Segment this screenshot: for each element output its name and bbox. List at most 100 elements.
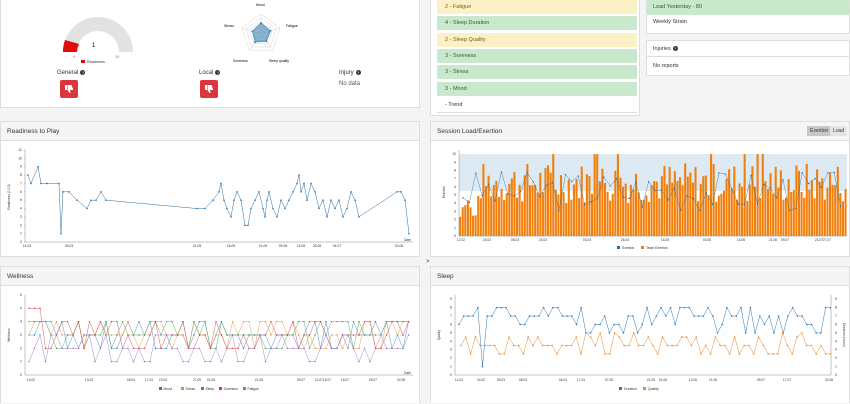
quality-point xyxy=(709,353,712,355)
wellness-point xyxy=(55,320,58,323)
wellness-list-item[interactable]: 3 - Soreness xyxy=(437,48,637,64)
exertion-bar xyxy=(637,192,640,236)
y-tick-left: 1 xyxy=(450,365,452,369)
exertion-bar xyxy=(730,189,733,236)
wellness-point xyxy=(66,334,69,336)
exertion-bar xyxy=(598,181,601,236)
exertion-bar xyxy=(650,185,653,236)
exertion-bar xyxy=(810,180,813,236)
wellness-point xyxy=(380,347,382,350)
team-exertion-point xyxy=(718,172,720,174)
session-chart: 0 1 2 3 4 5 6 7 8 9 10 Exertion 12-02 24-02 08-03 24-03… xyxy=(442,150,847,250)
y-axis-label: Readiness (1-10) xyxy=(7,184,11,209)
wellness-point xyxy=(292,334,294,336)
wellness-point xyxy=(127,347,129,350)
wellness-list-item[interactable]: 3 - Stress xyxy=(437,65,637,81)
wellness-list-item[interactable]: 2 - Fatigue xyxy=(437,0,637,15)
wellness-radar: Mood Fatigue Sleep quality Soreness Stre… xyxy=(224,3,298,63)
y-tick: 7 xyxy=(454,177,456,181)
readiness-point xyxy=(262,207,264,210)
readiness-point xyxy=(342,216,344,218)
wellness-point xyxy=(336,334,338,336)
x-tick: 21-05 xyxy=(647,378,655,382)
y-tick: 6 xyxy=(20,190,22,194)
exertion-bar xyxy=(678,177,682,236)
duration-point xyxy=(796,315,799,317)
wellness-point xyxy=(275,320,278,323)
readiness-point xyxy=(230,216,232,218)
team-exertion-point xyxy=(647,180,650,183)
x-tick: 26-06 xyxy=(313,244,322,248)
local-thumbs-down[interactable] xyxy=(200,80,218,98)
team-exertion-point xyxy=(827,172,829,174)
help-icon[interactable]: ? xyxy=(215,70,221,75)
exertion-bar xyxy=(753,186,757,236)
general-thumbs-down[interactable] xyxy=(60,80,78,98)
quality-point xyxy=(810,344,813,347)
exertion-bar xyxy=(606,191,609,236)
duration-point xyxy=(730,315,733,317)
x-tick: 14-02 xyxy=(27,378,35,382)
wellness-point xyxy=(44,347,47,350)
readiness-point xyxy=(338,199,340,201)
sleep-chart: 0 0 1 1 2 2 3 3 4 4 5 5 6 6 7 7 8 8 9 9 Quality Duration (hou… xyxy=(437,295,846,391)
exertion-bar xyxy=(632,189,635,236)
quality-point xyxy=(575,336,577,338)
duration-point xyxy=(458,323,460,326)
team-exertion-point xyxy=(737,203,739,205)
quality-point xyxy=(724,344,726,347)
wellness-list-item[interactable]: 3 - Mood xyxy=(437,81,637,97)
help-icon[interactable]: ? xyxy=(355,70,361,75)
chevron-right-icon[interactable]: > xyxy=(426,259,430,265)
general-label: General? xyxy=(57,70,86,77)
wellness-point xyxy=(50,334,52,336)
wellness-chart-title: Wellness xyxy=(1,267,419,286)
radar-label-sleep-quality: Sleep quality xyxy=(269,59,289,63)
quality-point xyxy=(671,344,673,347)
x-axis-label: Date xyxy=(404,238,411,242)
y-axis-label: Exertion xyxy=(442,186,446,198)
exertion-bar xyxy=(531,185,534,236)
exertion-bar xyxy=(585,174,588,236)
wellness-list-item[interactable]: - Trend xyxy=(437,97,637,113)
weekly-strain[interactable]: Weekly Strain xyxy=(653,19,687,25)
wellness-point xyxy=(171,347,173,350)
readiness-point xyxy=(334,207,336,210)
wellness-point xyxy=(193,320,195,323)
duration-point xyxy=(519,323,521,326)
injury-label: Injury? xyxy=(339,70,361,77)
exertion-bar xyxy=(588,176,591,236)
exertion-bar xyxy=(575,179,578,236)
quality-point xyxy=(508,336,510,338)
exertion-bar xyxy=(572,184,575,236)
exertion-bar xyxy=(722,190,726,236)
team-exertion-point xyxy=(462,197,464,199)
toggle-load[interactable]: Load xyxy=(830,126,848,136)
toggle-exertion[interactable]: Exertion xyxy=(807,126,832,136)
wellness-list-item[interactable]: 4 - Sleep Duration xyxy=(437,16,637,32)
help-icon[interactable]: ? xyxy=(80,70,86,75)
wellness-point xyxy=(66,320,69,323)
x-tick: 01-06 xyxy=(259,244,268,248)
wellness-point xyxy=(259,334,261,336)
wellness-point xyxy=(253,347,256,350)
wellness-point xyxy=(187,360,190,363)
legend-exertion: Exertion xyxy=(622,246,635,250)
y-tick-right: 5 xyxy=(835,331,837,335)
readiness-point xyxy=(292,191,294,193)
x-tick: 03-06 xyxy=(703,238,711,242)
wellness-list-item[interactable]: 2 - Sleep Quality xyxy=(437,32,637,48)
wellness-point xyxy=(336,320,338,323)
wellness-point xyxy=(55,347,58,350)
help-icon[interactable]: ? xyxy=(672,46,678,52)
wellness-point xyxy=(402,347,404,350)
wellness-point xyxy=(154,347,157,350)
x-tick: 07-05 xyxy=(605,378,613,382)
wellness-point xyxy=(28,307,30,310)
quality-point xyxy=(493,344,496,347)
y-tick: 5 xyxy=(20,306,22,310)
exertion-bar xyxy=(559,175,563,236)
exertion-bar xyxy=(528,185,532,236)
duration-point xyxy=(721,323,723,326)
x-tick: 05-07 xyxy=(297,378,305,382)
